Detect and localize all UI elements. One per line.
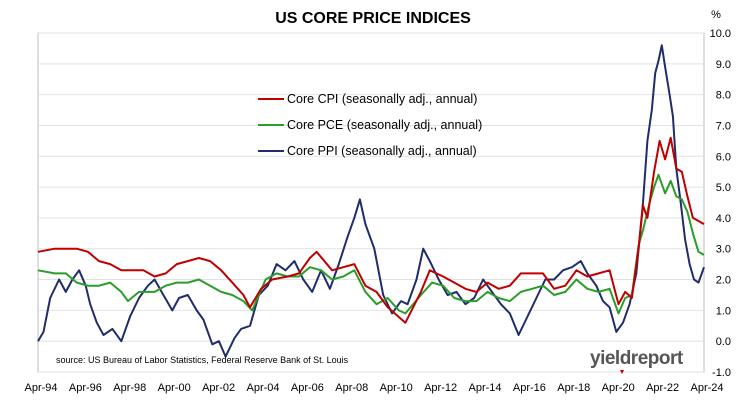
series-lines xyxy=(37,44,705,358)
x-tick-label: Apr-08 xyxy=(335,382,368,394)
legend: Core CPI (seasonally adj., annual) Core P… xyxy=(258,92,482,158)
x-tick-label: Apr-06 xyxy=(291,382,324,394)
x-tick-label: Apr-16 xyxy=(513,382,546,394)
y-axis-ticks: 10.0 9.0 8.0 7.0 6.0 5.0 4.0 3.0 2.0 1.0 0.0 -1.0 xyxy=(710,28,731,379)
x-tick-label: Apr-04 xyxy=(246,382,279,394)
y-tick-label: 7.0 xyxy=(716,120,731,132)
x-tick-label: Apr-00 xyxy=(158,382,191,394)
y-tick-label: 2.0 xyxy=(716,275,731,287)
chart-title: US CORE PRICE INDICES xyxy=(275,10,471,27)
legend-label: Core PPI (seasonally adj., annual) xyxy=(287,144,477,158)
legend-label: Core CPI (seasonally adj., annual) xyxy=(287,92,477,106)
x-tick-label: Apr-96 xyxy=(69,382,102,394)
x-tick-label: Apr-10 xyxy=(380,382,413,394)
series-line-0 xyxy=(37,136,705,324)
y-tick-label: 6.0 xyxy=(716,151,731,163)
x-tick-label: Apr-12 xyxy=(424,382,457,394)
x-axis-ticks: Apr-94 Apr-96 Apr-98 Apr-00 Apr-02 Apr-04 Apr-… xyxy=(24,382,723,394)
gridlines xyxy=(38,32,704,373)
x-tick-label: Apr-24 xyxy=(690,382,723,394)
y-tick-label: 3.0 xyxy=(716,244,731,256)
logo-marker-icon xyxy=(620,370,624,374)
y-unit-label: % xyxy=(711,9,721,21)
x-tick-label: Apr-98 xyxy=(113,382,146,394)
x-tick-label: Apr-20 xyxy=(602,382,635,394)
x-tick-label: Apr-18 xyxy=(557,382,590,394)
x-tick-label: Apr-22 xyxy=(646,382,679,394)
x-tick-label: Apr-14 xyxy=(468,382,501,394)
y-tick-label: 5.0 xyxy=(716,182,731,194)
x-tick-label: Apr-02 xyxy=(202,382,235,394)
y-tick-label: 0.0 xyxy=(716,336,731,348)
y-tick-label: -1.0 xyxy=(712,367,731,379)
y-tick-label: 4.0 xyxy=(716,213,731,225)
plot-area xyxy=(37,32,705,373)
legend-label: Core PCE (seasonally adj., annual) xyxy=(287,118,482,132)
yieldreport-logo: yieldreport xyxy=(590,348,684,369)
x-tick-label: Apr-94 xyxy=(24,382,57,394)
y-tick-label: 1.0 xyxy=(716,305,731,317)
y-tick-label: 8.0 xyxy=(716,90,731,102)
series-line-1 xyxy=(37,173,705,315)
source-note: source: US Bureau of Labor Statistics, F… xyxy=(56,355,349,365)
y-tick-label: 9.0 xyxy=(716,59,731,71)
y-tick-label: 10.0 xyxy=(710,28,731,40)
